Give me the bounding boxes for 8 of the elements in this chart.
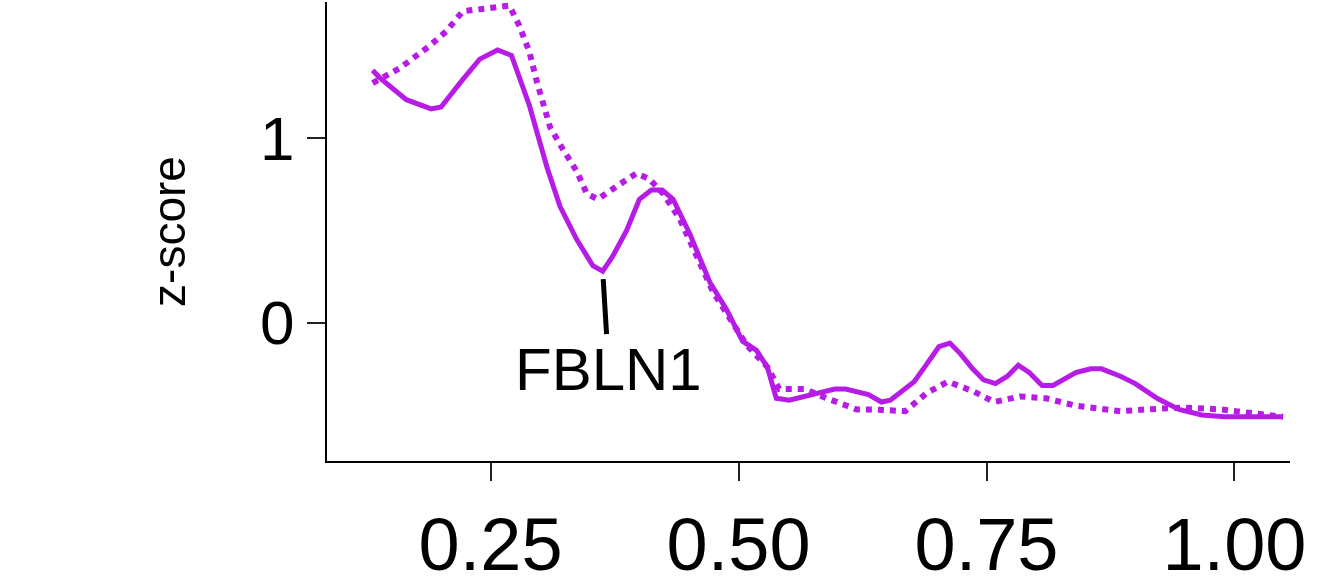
y-axis-title: z-score [143,156,196,307]
x-tick-label: 1.00 [1162,502,1307,586]
y-tick-label: 0 [260,288,295,358]
x-tick-label: 0.25 [418,502,563,586]
x-tick-label: 0.50 [666,502,811,586]
y-tick-label: 1 [260,104,295,174]
annotation: FBLN1 [515,336,702,403]
x-tick-label: 0.75 [914,502,1059,586]
